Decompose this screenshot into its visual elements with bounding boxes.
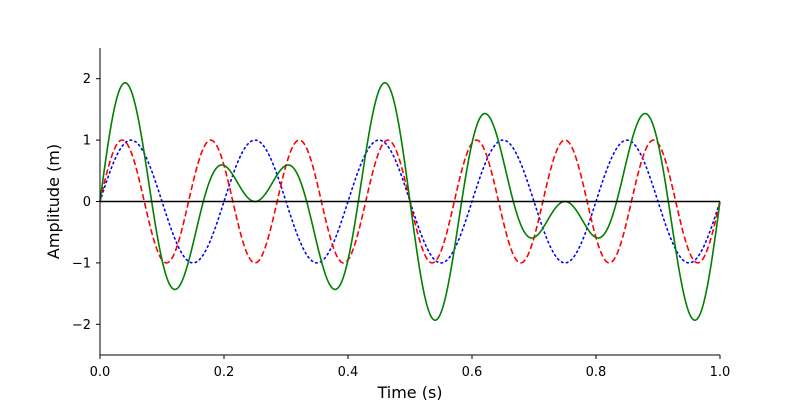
x-tick-label: 0.4 [338, 365, 359, 380]
y-tick-label: −2 [72, 318, 91, 333]
series-line-dotted [99, 139, 721, 264]
y-tick-label: 2 [83, 72, 91, 87]
plot-area [99, 81, 721, 322]
series-line-dashed [99, 139, 721, 264]
x-tick-label: 0.8 [586, 365, 607, 380]
x-tick-label: 0.6 [462, 365, 483, 380]
y-axis-label: Amplitude (m) [44, 144, 63, 259]
y-tick-label: −1 [72, 256, 91, 271]
x-tick-label: 0.0 [90, 365, 111, 380]
y-tick-label: 0 [83, 195, 91, 210]
x-axis-label: Time (s) [376, 383, 442, 400]
x-tick-label: 1.0 [710, 365, 731, 380]
ticks: 0.0 0.2 0.4 0.6 0.8 1.0 −2 −1 0 1 2 [72, 72, 731, 380]
y-tick-label: 1 [83, 134, 91, 149]
x-tick-label: 0.2 [214, 365, 235, 380]
